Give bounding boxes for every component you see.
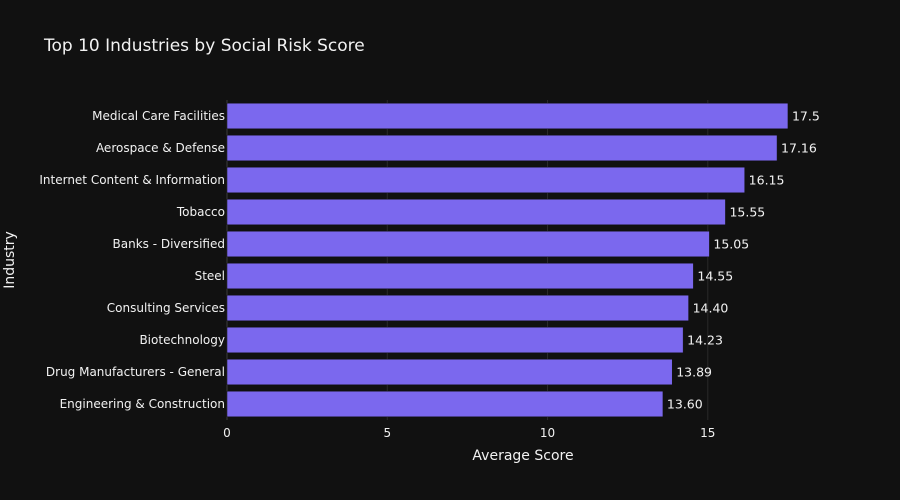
y-axis-title: Industry <box>2 231 18 289</box>
bar[interactable] <box>226 326 684 354</box>
chart-title: Top 10 Industries by Social Risk Score <box>43 36 365 56</box>
data-label: 13.89 <box>676 365 712 380</box>
y-axis-categories: Medical Care Facilities Aerospace & Defen… <box>39 109 225 411</box>
x-axis-title: Average Score <box>472 448 573 464</box>
category-label: Drug Manufacturers - General <box>46 365 225 379</box>
bar[interactable] <box>226 262 694 290</box>
bar[interactable] <box>226 358 673 386</box>
category-label: Medical Care Facilities <box>92 109 225 123</box>
data-label: 14.23 <box>687 333 723 348</box>
category-label: Banks - Diversified <box>113 237 226 251</box>
x-axis-ticks: 0 5 10 15 <box>223 426 715 440</box>
x-tick-label: 0 <box>223 426 231 440</box>
bar[interactable] <box>226 230 710 258</box>
bar[interactable] <box>226 134 778 162</box>
bar[interactable] <box>226 294 689 322</box>
category-label: Engineering & Construction <box>60 397 225 411</box>
bar[interactable] <box>226 198 726 226</box>
data-labels: 17.5 17.16 16.15 15.55 15.05 14.55 14.40 14.23 1… <box>667 109 820 412</box>
bars <box>226 102 789 418</box>
x-tick-label: 5 <box>383 426 391 440</box>
category-label: Internet Content & Information <box>39 173 225 187</box>
category-label: Consulting Services <box>107 301 225 315</box>
data-label: 15.55 <box>729 205 765 220</box>
x-tick-label: 15 <box>700 426 715 440</box>
data-label: 15.05 <box>713 237 749 252</box>
data-label: 17.5 <box>792 109 820 124</box>
data-label: 16.15 <box>749 173 785 188</box>
data-label: 13.60 <box>667 397 703 412</box>
bar[interactable] <box>226 166 745 194</box>
data-label: 14.40 <box>693 301 729 316</box>
data-label: 14.55 <box>697 269 733 284</box>
bar[interactable] <box>226 102 789 130</box>
data-label: 17.16 <box>781 141 817 156</box>
category-label: Steel <box>195 269 225 283</box>
category-label: Tobacco <box>176 205 225 219</box>
bar[interactable] <box>226 390 664 418</box>
category-label: Biotechnology <box>139 333 225 347</box>
x-tick-label: 10 <box>540 426 555 440</box>
category-label: Aerospace & Defense <box>96 141 225 155</box>
